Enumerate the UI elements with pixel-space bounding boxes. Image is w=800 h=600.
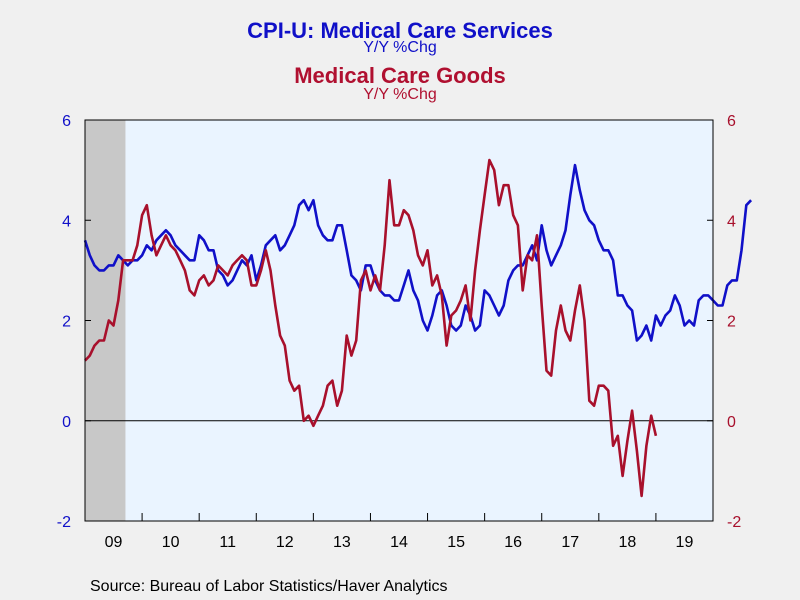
x-tick-label: 09 — [105, 534, 123, 551]
source-note: Source: Bureau of Labor Statistics/Haver… — [90, 578, 448, 595]
y-tick-label-right: 4 — [727, 213, 736, 230]
x-tick-label: 15 — [447, 534, 465, 551]
x-tick-label: 19 — [676, 534, 694, 551]
y-tick-label-left: 4 — [62, 213, 71, 230]
y-tick-label-left: 2 — [62, 314, 71, 331]
y-tick-label-right: 2 — [727, 314, 736, 331]
x-tick-label: 12 — [276, 534, 294, 551]
services-line — [83, 163, 753, 342]
y-tick-label-right: 6 — [727, 113, 736, 130]
services-title: CPI-U: Medical Care Services — [247, 18, 553, 43]
plot-area — [85, 120, 713, 521]
y-tick-label-left: 0 — [62, 414, 71, 431]
y-tick-label-right: 0 — [727, 414, 736, 431]
x-tick-label: 18 — [618, 534, 636, 551]
recession-shading — [85, 120, 126, 521]
x-tick-label: 16 — [504, 534, 522, 551]
y-tick-label-right: -2 — [727, 514, 741, 531]
x-tick-label: 13 — [333, 534, 351, 551]
services-subtitle: Y/Y %Chg — [363, 39, 437, 56]
y-tick-label-left: -2 — [57, 514, 71, 531]
x-tick-label: 10 — [162, 534, 180, 551]
goods-line — [84, 158, 658, 498]
x-tick-label: 17 — [561, 534, 579, 551]
x-tick-label: 11 — [219, 534, 236, 551]
goods-subtitle: Y/Y %Chg — [363, 86, 437, 103]
x-tick-label: 14 — [390, 534, 408, 551]
y-tick-label-left: 6 — [62, 113, 71, 130]
goods-title: Medical Care Goods — [294, 63, 506, 88]
